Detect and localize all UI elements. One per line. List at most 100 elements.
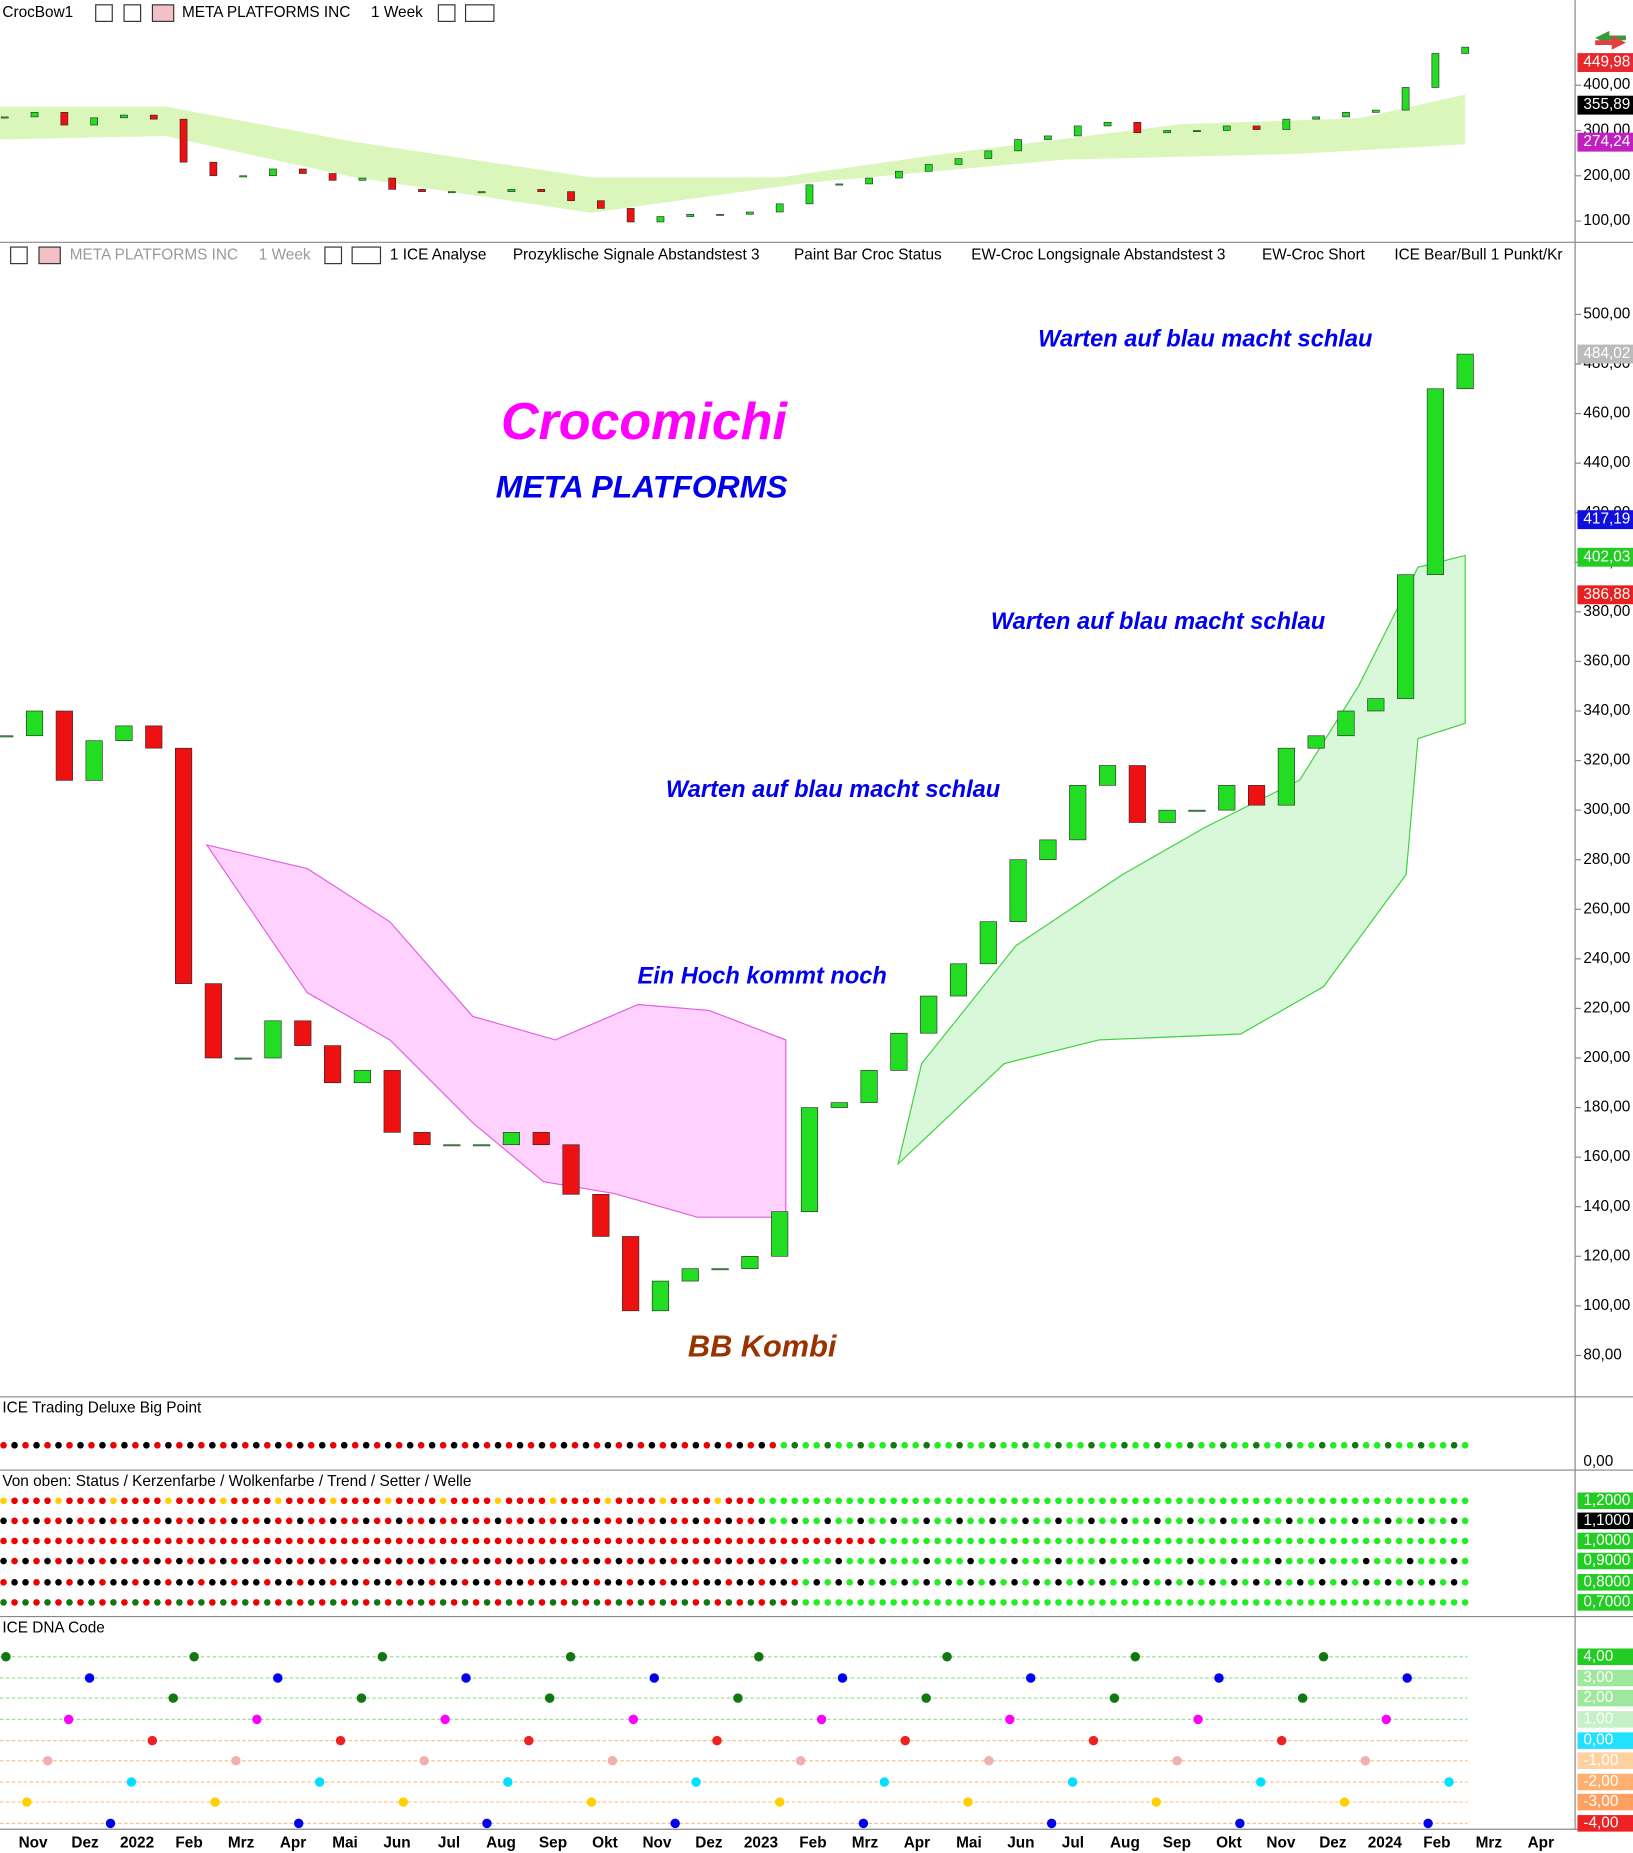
signal-dot: [615, 1537, 623, 1545]
signal-dot: [428, 1599, 436, 1606]
signal-dot: [527, 1441, 535, 1449]
signal-dot: [307, 1517, 315, 1525]
signal-dot: [285, 1517, 293, 1525]
signal-dot: [1022, 1599, 1029, 1606]
signal-dot: [143, 1599, 150, 1606]
signal-dot: [1340, 1517, 1348, 1525]
symbol: META PLATFORMS INC: [182, 4, 350, 21]
signal-dot: [736, 1599, 744, 1606]
arrow-icon[interactable]: [1595, 35, 1626, 50]
signal-dot: [582, 1599, 590, 1606]
dna-dot: [293, 1818, 304, 1829]
y-tick-label: 260,00: [1583, 900, 1630, 917]
dropdown-button[interactable]: [123, 4, 142, 22]
signal-dot: [978, 1578, 985, 1586]
top-candle: [1401, 87, 1410, 111]
signal-dot: [318, 1517, 326, 1525]
signal-dot: [1329, 1517, 1337, 1525]
y-tick-label: 3,00: [1583, 1669, 1613, 1686]
signal-dot: [1077, 1537, 1084, 1545]
signal-dot: [593, 1537, 601, 1545]
candle: [532, 1132, 550, 1146]
signal-dot: [209, 1517, 216, 1525]
candle: [1307, 735, 1325, 749]
signal-dot: [384, 1578, 392, 1586]
dna-dot: [273, 1673, 283, 1683]
signal-dot: [483, 1517, 491, 1525]
signal-dot: [274, 1557, 282, 1565]
signal-dot: [307, 1578, 315, 1586]
signal-dot: [99, 1557, 106, 1565]
indicator-label: ICE Bear/Bull 1 Punkt/Kr: [1394, 246, 1562, 263]
signal-dot: [187, 1599, 194, 1606]
signal-dot: [1340, 1599, 1348, 1606]
dropdown-button[interactable]: [10, 246, 28, 265]
signal-dot: [417, 1599, 425, 1606]
signal-dot: [1011, 1441, 1018, 1449]
signal-dot: [1406, 1517, 1414, 1525]
signal-dot: [1231, 1557, 1238, 1565]
close-button[interactable]: [95, 4, 113, 22]
signal-dot: [560, 1557, 568, 1565]
signal-dot: [461, 1599, 469, 1606]
signal-dot: [846, 1517, 854, 1525]
signal-dot: [615, 1557, 623, 1565]
dropdown-button[interactable]: [437, 4, 456, 22]
signal-dot: [780, 1599, 788, 1606]
signal-dot: [1285, 1599, 1293, 1606]
signal-dot: [1242, 1517, 1249, 1525]
signal-dot: [384, 1497, 392, 1505]
indicator-button[interactable]: [151, 4, 175, 22]
signal-dot: [428, 1578, 436, 1586]
signal-dot: [1121, 1578, 1128, 1586]
dna-dot: [795, 1755, 806, 1766]
signal-dot: [1088, 1441, 1095, 1449]
dropdown-button[interactable]: [324, 246, 343, 265]
signal-dot: [1077, 1578, 1084, 1586]
signal-dot: [165, 1578, 172, 1586]
signal-dot: [209, 1557, 216, 1565]
signal-dot: [1340, 1557, 1348, 1565]
signal-dot: [1307, 1517, 1315, 1525]
dna-dot: [1067, 1777, 1078, 1787]
dna-dot: [1005, 1714, 1015, 1725]
signal-dot: [55, 1578, 62, 1586]
signal-dot: [329, 1441, 337, 1449]
signal-dot: [813, 1441, 821, 1449]
top-candle: [209, 161, 218, 177]
signal-dot: [857, 1517, 865, 1525]
signal-dot: [99, 1599, 106, 1606]
signal-dot: [22, 1599, 29, 1606]
signal-dot: [549, 1578, 557, 1586]
signal-dot: [22, 1441, 29, 1449]
signal-dot: [1044, 1599, 1051, 1606]
top-candle: [418, 189, 426, 192]
signal-dot: [945, 1517, 952, 1525]
signal-dot: [417, 1557, 425, 1565]
refresh-button[interactable]: [464, 4, 495, 22]
dna-dot: [1402, 1673, 1412, 1683]
signal-dot: [450, 1441, 458, 1449]
signal-dot: [1044, 1537, 1051, 1545]
indicator-button[interactable]: [38, 246, 61, 265]
signal-dot: [978, 1557, 985, 1565]
y-tick-label: 0,00: [1583, 1732, 1613, 1749]
signal-dot: [1143, 1599, 1150, 1606]
dna-dot: [1318, 1652, 1329, 1662]
signal-dot: [505, 1517, 513, 1525]
signal-dot: [890, 1497, 897, 1505]
signal-dot: [1055, 1537, 1062, 1545]
price-marker: [1577, 53, 1633, 73]
signal-dot: [450, 1557, 458, 1565]
signal-dot: [1384, 1557, 1392, 1565]
x-tick-label: Nov: [19, 1835, 48, 1852]
tick-badge: [1577, 1669, 1633, 1687]
signal-dot: [934, 1599, 941, 1606]
signal-dot: [956, 1578, 963, 1586]
tick-badge: [1577, 1512, 1633, 1530]
signal-dot: [450, 1599, 458, 1606]
signal-dot: [329, 1497, 337, 1505]
refresh-button[interactable]: [351, 246, 382, 265]
signal-dot: [220, 1557, 227, 1565]
signal-dot: [967, 1441, 974, 1449]
